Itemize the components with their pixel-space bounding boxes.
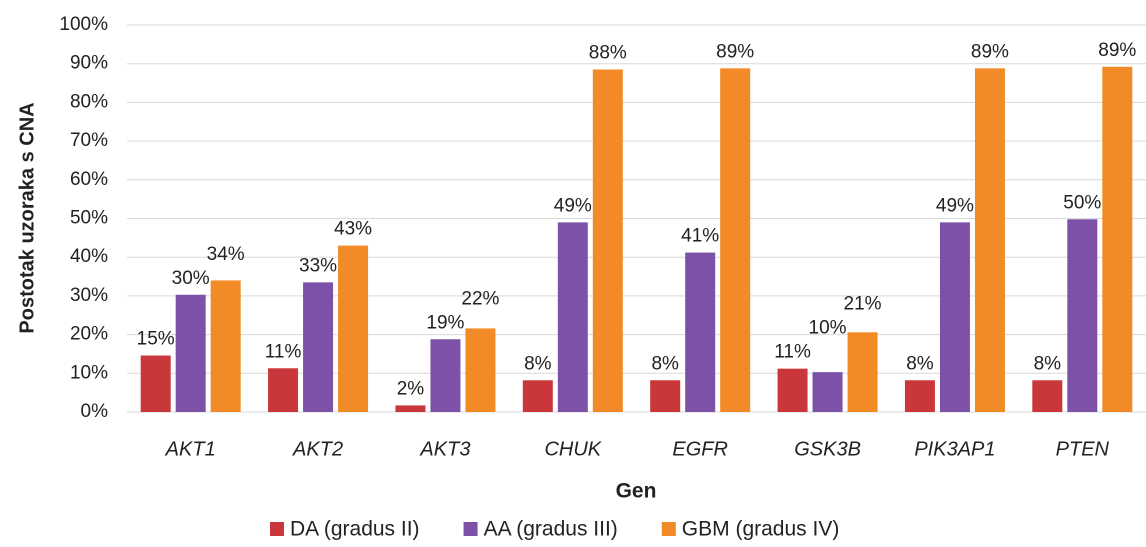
y-tick-label: 20% [70,324,108,345]
legend-swatch [463,522,478,536]
data-label: 8% [1034,353,1062,374]
data-label: 89% [716,41,754,62]
bar [1067,219,1098,412]
bar [268,368,299,412]
data-label: 49% [936,195,974,216]
bar [1032,380,1063,412]
data-label: 89% [971,41,1009,62]
x-tick-label: PTEN [1056,438,1110,460]
x-tick-label: AKT3 [419,438,470,460]
data-label: 19% [426,312,464,333]
bar [395,405,426,412]
bar [685,252,716,412]
bar [465,328,496,412]
x-axis-title: Gen [616,480,657,503]
legend-swatch [270,522,284,536]
data-label: 8% [651,353,679,374]
data-label: 33% [299,255,337,276]
data-label: 30% [172,268,210,289]
data-label: 8% [524,353,552,374]
y-tick-label: 10% [70,362,108,383]
data-label: 11% [265,341,302,362]
data-label: 89% [1098,40,1136,61]
bar [777,368,808,412]
y-tick-label: 30% [70,285,108,306]
data-label: 88% [589,43,627,64]
bar [557,222,588,412]
bar [812,372,843,412]
y-tick-label: 100% [59,14,108,35]
legend-label: AA (gradus III) [484,518,618,541]
x-tick-label: EGFR [672,438,728,460]
bar [904,380,935,412]
legend-label: DA (gradus II) [290,518,420,541]
bar [592,69,623,412]
x-tick-label: GSK3B [794,438,861,460]
y-tick-label: 70% [70,130,108,151]
bar [430,339,461,412]
bar [939,222,970,412]
y-tick-label: 90% [70,53,108,74]
y-tick-label: 60% [70,169,108,190]
y-tick-label: 40% [70,246,108,267]
x-tick-label: CHUK [544,438,602,460]
bar [847,332,878,412]
bar [650,380,681,412]
data-label: 43% [334,219,372,240]
data-label: 49% [554,195,592,216]
x-tick-label: AKT1 [165,438,216,460]
data-label: 21% [844,294,882,315]
data-label: 2% [397,378,425,399]
bar [338,245,369,412]
data-label: 15% [137,329,175,350]
y-tick-label: 80% [70,91,108,112]
x-tick-label: AKT2 [292,438,343,460]
bar [720,68,751,413]
bar [303,282,334,412]
bar [210,280,241,412]
bar [175,294,206,412]
bar [1102,66,1133,413]
y-axis-title: Postotak uzoraka s CNA [16,102,38,333]
data-label: 11% [774,342,811,363]
bar [522,380,553,412]
y-tick-label: 50% [70,208,108,229]
bar [974,68,1005,413]
legend-swatch [661,522,676,536]
x-tick-label: PIK3AP1 [914,438,995,460]
data-label: 22% [461,288,499,309]
bar [140,355,171,412]
legend-label: GBM (gradus IV) [682,518,840,541]
data-label: 50% [1063,192,1101,213]
data-label: 8% [906,353,934,374]
data-label: 34% [207,244,245,265]
y-tick-label: 0% [81,401,109,422]
data-label: 10% [809,318,847,339]
data-label: 41% [681,226,719,247]
